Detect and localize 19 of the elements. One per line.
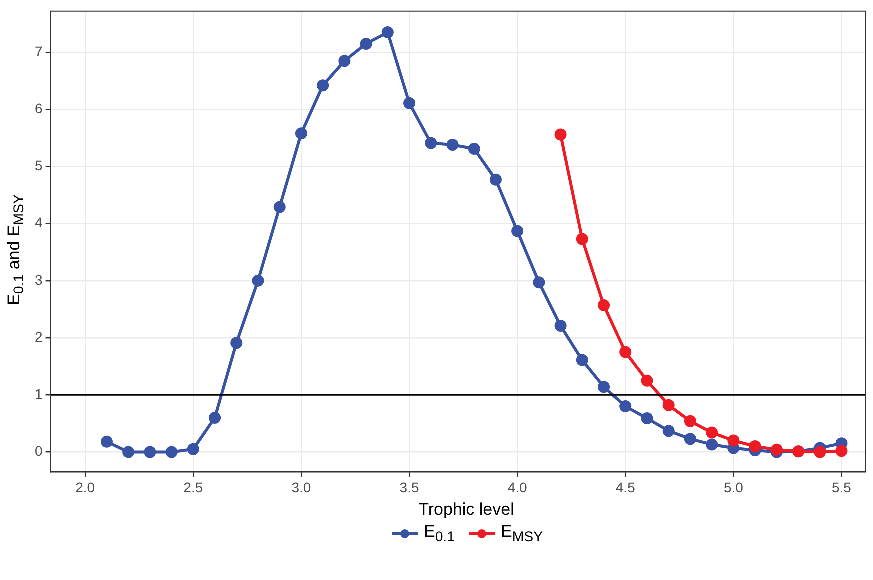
x-tick-label: 5.5 [832, 479, 852, 496]
x-tick-label: 4.0 [508, 479, 528, 496]
x-axis-title: Trophic level [418, 500, 516, 520]
x-tick-label: 5.0 [724, 479, 744, 496]
y-tick-label: 3 [34, 272, 43, 288]
y-tick-label: 2 [34, 328, 43, 345]
x-tick-label: 3.0 [292, 479, 312, 496]
y-tick-label: 7 [34, 43, 43, 60]
x-tick-label: 2.5 [184, 479, 204, 496]
legend-label: E$_{0.1}$ [424, 522, 455, 546]
legend-label: E$_{MSY}$ [501, 522, 544, 546]
x-tick-label: 2.0 [76, 479, 96, 496]
y-tick-label: 4 [34, 214, 43, 231]
y-tick-label: 5 [34, 158, 43, 174]
x-tick-label: 3.5 [400, 479, 420, 496]
y-tick-label: 0 [34, 443, 43, 460]
x-tick-label: 4.5 [616, 479, 636, 496]
y-tick-label: 1 [34, 386, 43, 402]
y-tick-label: 6 [34, 100, 43, 116]
